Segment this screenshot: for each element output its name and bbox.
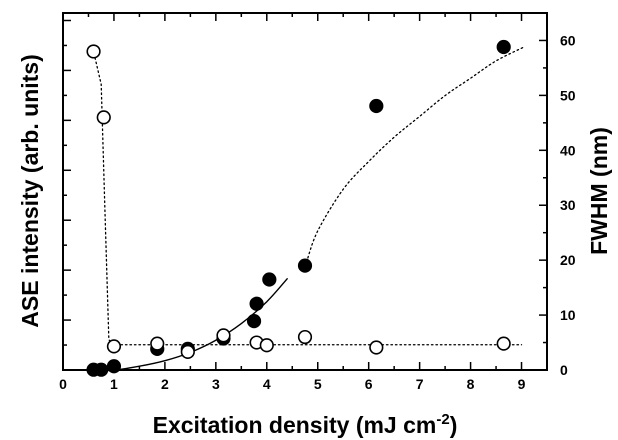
data-points xyxy=(86,39,511,377)
x-tick-label: 0 xyxy=(59,376,67,392)
fwhm-point xyxy=(297,329,313,345)
y-axis-left-title: ASE intensity (arb. units) xyxy=(17,54,43,327)
x-tick-label: 3 xyxy=(212,376,220,392)
fwhm-point xyxy=(369,340,384,355)
x-tick-label: 4 xyxy=(263,376,271,392)
y-right-tick-label: 50 xyxy=(560,87,576,103)
x-axis-tick-labels: 0 1 2 3 4 5 6 7 8 9 xyxy=(59,376,526,392)
y-right-tick-label: 0 xyxy=(560,362,568,378)
ase-intensity-point xyxy=(94,362,109,377)
y-right-tick-label: 40 xyxy=(560,142,576,158)
x-tick-label: 5 xyxy=(314,376,322,392)
fwhm-point xyxy=(150,336,165,351)
fwhm-point xyxy=(496,336,511,351)
ase-intensity-point xyxy=(246,314,262,329)
fwhm-point xyxy=(259,338,274,353)
x-tick-label: 8 xyxy=(467,376,475,392)
x-tick-label: 1 xyxy=(110,376,118,392)
y-right-tick-label: 10 xyxy=(560,307,576,323)
fwhm-point xyxy=(96,110,111,125)
fwhm-point xyxy=(106,339,122,354)
x-axis-title: Excitation density (mJ cm-2) xyxy=(153,411,458,438)
y-right-tick-label: 20 xyxy=(560,252,576,268)
x-tick-label: 6 xyxy=(365,376,373,392)
ase-intensity-point xyxy=(262,272,277,287)
axis-ticks xyxy=(62,12,548,371)
x-tick-label: 2 xyxy=(161,376,169,392)
fit-curve-dotted-right xyxy=(90,50,523,346)
fwhm-point xyxy=(180,344,195,359)
y-axis-right-title: FWHM (nm) xyxy=(586,127,612,255)
y-right-tick-label: 60 xyxy=(560,32,576,48)
ase-intensity-point xyxy=(106,359,122,374)
fit-curve-dotted-left xyxy=(305,46,525,263)
x-tick-label: 7 xyxy=(416,376,424,392)
ase-intensity-point xyxy=(496,39,511,55)
y-right-axis-tick-labels: 0 10 20 30 40 50 60 xyxy=(560,32,576,378)
ase-intensity-point xyxy=(249,296,264,311)
fwhm-point xyxy=(86,44,101,59)
y-right-tick-label: 30 xyxy=(560,197,576,213)
fit-curves xyxy=(90,46,525,372)
fwhm-point xyxy=(216,328,231,343)
plot-frame xyxy=(62,12,548,371)
ase-intensity-point xyxy=(297,258,313,273)
x-tick-label: 9 xyxy=(518,376,526,392)
ase-intensity-point xyxy=(369,98,384,114)
